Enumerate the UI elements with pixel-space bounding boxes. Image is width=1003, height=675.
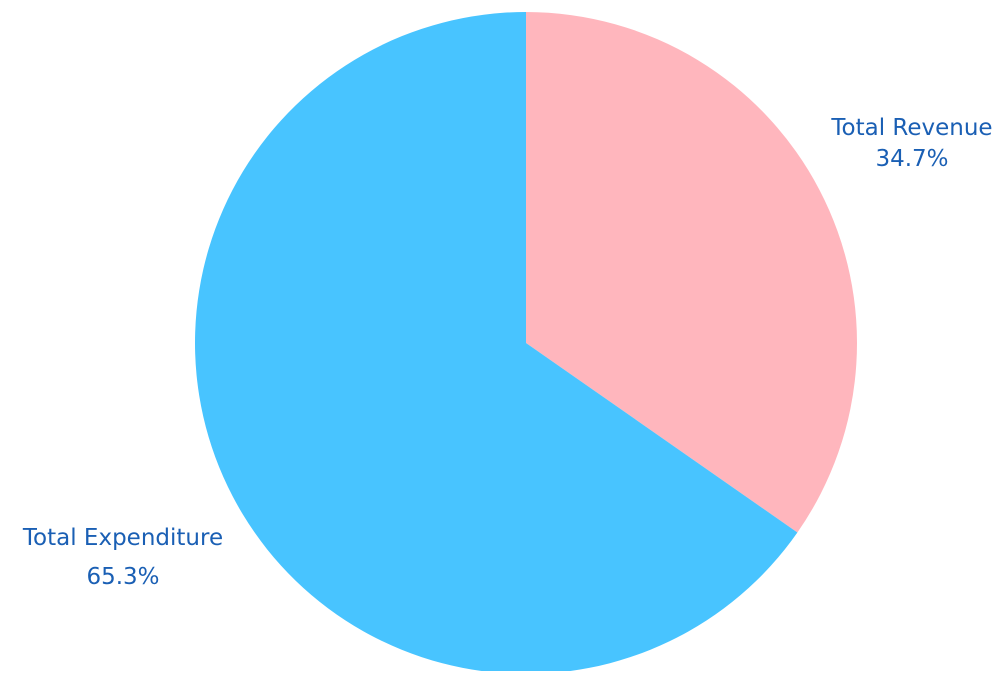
slice-label-total-expenditure: Total Expenditure bbox=[22, 525, 223, 551]
slice-value-label-total-revenue: 34.7% bbox=[875, 146, 948, 172]
pie-slices bbox=[194, 12, 857, 674]
pie-slice-total-expenditure bbox=[194, 12, 798, 674]
pie-labels: Total Revenue 34.7% Total Expenditure 65.3% bbox=[22, 115, 993, 590]
slice-value-label-total-expenditure: 65.3% bbox=[86, 564, 159, 590]
pie-slice-total-revenue bbox=[526, 12, 857, 533]
slice-label-total-revenue: Total Revenue bbox=[830, 115, 992, 141]
